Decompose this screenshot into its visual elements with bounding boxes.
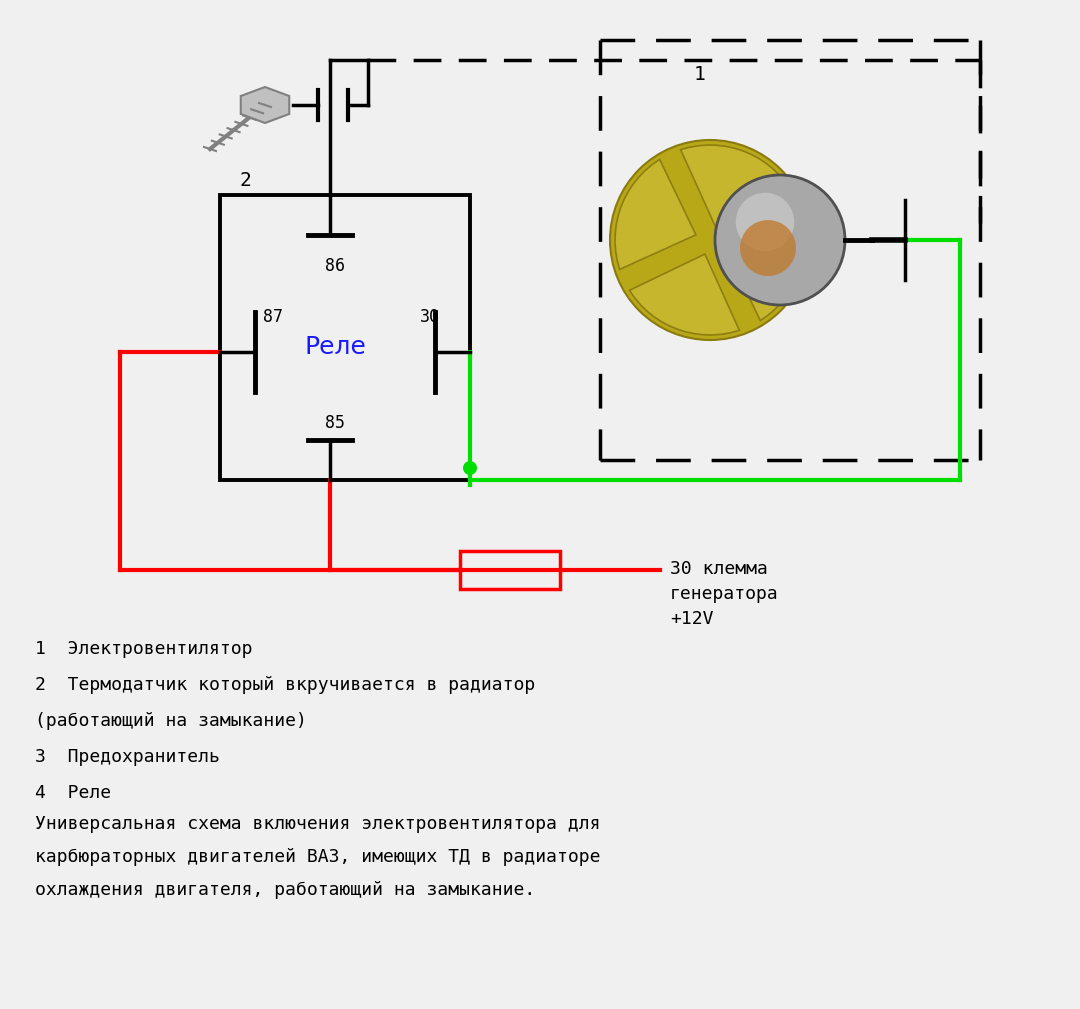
Text: Реле: Реле	[305, 336, 366, 359]
Text: Универсальная схема включения электровентилятора для: Универсальная схема включения электровен…	[35, 815, 600, 833]
Polygon shape	[724, 211, 805, 321]
Text: охлаждения двигателя, работающий на замыкание.: охлаждения двигателя, работающий на замы…	[35, 881, 536, 899]
Circle shape	[715, 175, 845, 305]
Text: 30: 30	[420, 308, 440, 326]
Polygon shape	[615, 159, 696, 269]
Text: 87: 87	[264, 308, 283, 326]
Text: 2  Термодатчик который вкручивается в радиатор: 2 Термодатчик который вкручивается в рад…	[35, 676, 536, 694]
Text: (работающий на замыкание): (работающий на замыкание)	[35, 712, 307, 730]
Bar	[220, 195, 470, 480]
Polygon shape	[241, 87, 289, 123]
Text: карбюраторных двигателей ВАЗ, имеющих ТД в радиаторе: карбюраторных двигателей ВАЗ, имеющих ТД…	[35, 848, 600, 866]
Text: 2: 2	[239, 171, 251, 190]
Circle shape	[610, 140, 810, 340]
Circle shape	[735, 193, 794, 251]
Text: 3  Предохранитель: 3 Предохранитель	[35, 748, 220, 766]
Circle shape	[740, 220, 796, 276]
Polygon shape	[680, 145, 791, 226]
Text: 1: 1	[694, 66, 706, 85]
Circle shape	[463, 461, 477, 475]
Bar	[460, 551, 561, 589]
Text: 30 клемма
генератора
+12V: 30 клемма генератора +12V	[670, 560, 779, 628]
Polygon shape	[630, 254, 740, 335]
Text: 1  Электровентилятор: 1 Электровентилятор	[35, 640, 253, 658]
Text: 4  Реле: 4 Реле	[35, 784, 111, 802]
Text: 85: 85	[325, 414, 345, 432]
Text: 86: 86	[325, 257, 345, 275]
